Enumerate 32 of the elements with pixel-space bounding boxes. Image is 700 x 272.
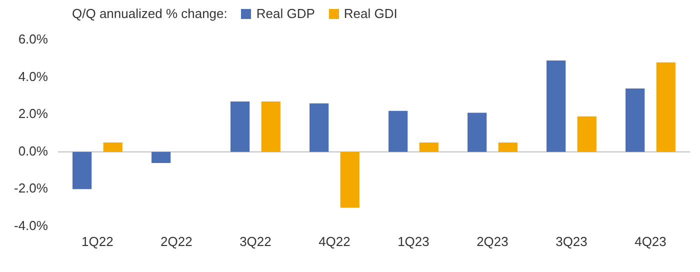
x-tick-label: 1Q23 — [398, 234, 430, 249]
x-tick-label: 3Q22 — [240, 234, 272, 249]
y-tick-label: 4.0% — [18, 68, 48, 84]
y-tick-label: 2.0% — [18, 106, 48, 122]
bar — [498, 142, 518, 152]
x-tick-label: 1Q22 — [82, 234, 114, 249]
bar — [340, 152, 360, 208]
y-tick-label: 0.0% — [18, 143, 48, 158]
x-tick-label: 4Q22 — [318, 234, 350, 249]
bar — [261, 102, 280, 152]
bar — [656, 62, 676, 152]
y-tick-label: 6.0% — [18, 32, 48, 47]
legend-label: Real GDI — [344, 6, 398, 21]
legend-title: Q/Q annualized % change: — [72, 6, 228, 21]
legend-label: Real GDP — [256, 6, 315, 21]
bar — [103, 142, 122, 152]
bar — [152, 152, 171, 164]
y-tick-label: -2.0% — [14, 180, 48, 196]
bar — [230, 102, 250, 152]
bar — [419, 142, 438, 152]
bar — [388, 110, 408, 152]
bar — [546, 60, 566, 152]
bar — [577, 116, 596, 152]
bar — [626, 88, 645, 152]
x-tick-label: 2Q22 — [160, 234, 192, 249]
bar — [310, 103, 329, 152]
x-tick-label: 3Q23 — [556, 234, 588, 249]
bar — [72, 152, 92, 190]
x-tick-label: 2Q23 — [476, 234, 508, 249]
y-tick-label: -4.0% — [14, 218, 48, 233]
x-tick-label: 4Q23 — [634, 234, 666, 249]
bar — [468, 112, 487, 152]
